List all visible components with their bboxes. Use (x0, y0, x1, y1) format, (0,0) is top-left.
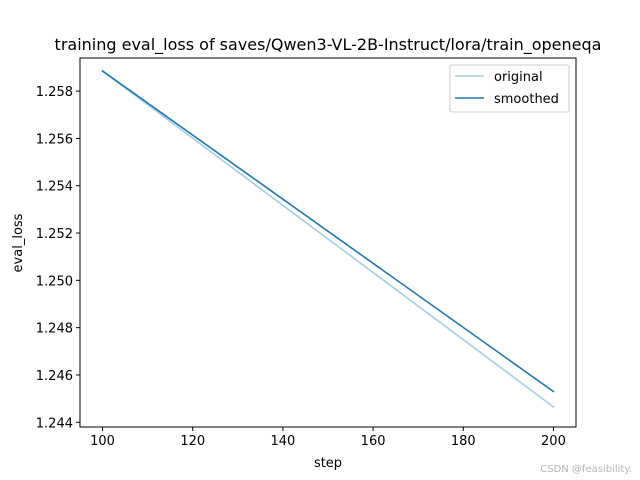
x-tick-label: 100 (90, 434, 115, 449)
series-line-original (101, 69, 555, 409)
chart-title: training eval_loss of saves/Qwen3-VL-2B-… (55, 35, 602, 55)
series-line-smoothed (101, 69, 555, 393)
y-tick-label: 1.250 (36, 274, 73, 289)
y-tick-label: 1.254 (36, 180, 73, 195)
y-tick-label: 1.244 (36, 416, 73, 431)
y-axis-ticks: 1.244 1.246 1.248 1.250 1.252 1.254 1.256 1.258 (36, 85, 80, 431)
x-tick-label: 160 (361, 434, 386, 449)
y-tick-label: 1.246 (36, 369, 73, 384)
y-tick-label: 1.258 (36, 85, 73, 100)
x-axis-label: step (314, 456, 342, 471)
x-tick-label: 140 (270, 434, 295, 449)
y-axis-label: eval_loss (11, 213, 26, 272)
legend-label-original: original (494, 70, 543, 85)
watermark-text: CSDN @feasibility. (540, 464, 632, 475)
x-tick-label: 120 (180, 434, 205, 449)
x-tick-label: 200 (541, 434, 566, 449)
y-tick-label: 1.248 (36, 322, 73, 337)
y-tick-label: 1.252 (36, 227, 73, 242)
y-tick-label: 1.256 (36, 132, 73, 147)
legend-label-smoothed: smoothed (494, 92, 559, 107)
x-axis-ticks: 100 120 140 160 180 200 (90, 427, 566, 449)
x-tick-label: 180 (451, 434, 476, 449)
series-lines (101, 69, 555, 409)
legend: original smoothed (449, 64, 570, 113)
plot-area-frame (79, 57, 577, 428)
